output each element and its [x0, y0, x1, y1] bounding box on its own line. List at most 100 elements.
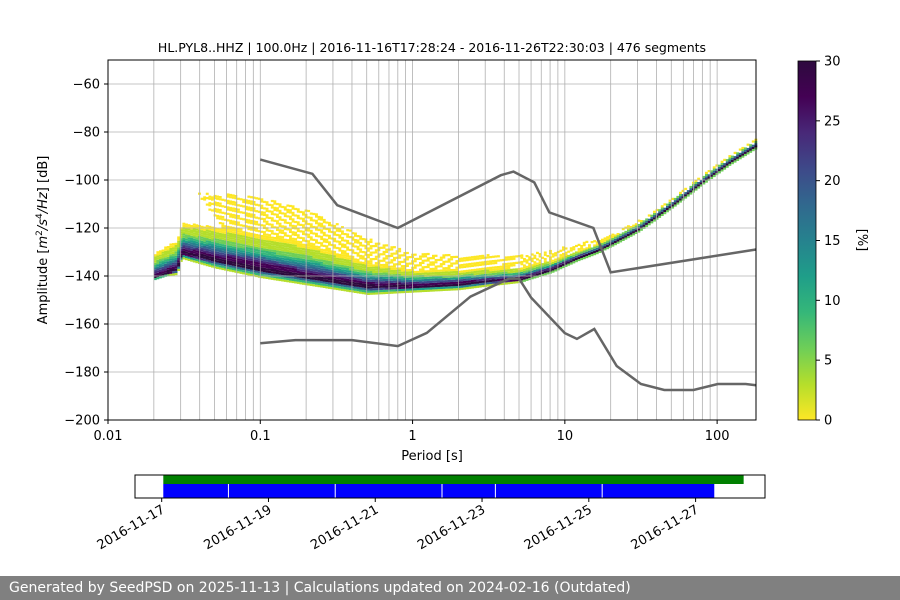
psd-cell	[205, 242, 209, 245]
psd-cell	[429, 283, 433, 286]
psd-cell	[317, 246, 321, 249]
psd-cell	[525, 267, 529, 271]
psd-cell	[559, 260, 563, 263]
psd-cell	[174, 266, 178, 269]
psd-cell	[190, 255, 194, 258]
psd-cell	[374, 279, 378, 282]
psd-cell	[270, 273, 274, 276]
psd-cell	[380, 253, 383, 256]
psd-cell	[242, 198, 246, 201]
psd-cell	[694, 184, 698, 187]
psd-cell	[273, 273, 277, 276]
psd-cell	[257, 243, 261, 246]
psd-cell	[510, 264, 513, 267]
psd-cell	[315, 245, 318, 248]
psd-cell	[270, 212, 274, 216]
psd-cell	[421, 270, 425, 273]
psd-cell	[229, 258, 233, 261]
psd-cell	[364, 268, 368, 271]
psd-cell	[190, 229, 194, 232]
psd-cell	[187, 241, 191, 244]
psd-cell	[439, 282, 443, 285]
psd-cell	[250, 228, 253, 231]
psd-cell	[369, 279, 373, 282]
psd-cell	[203, 228, 207, 231]
psd-cell	[486, 256, 490, 259]
psd-cell	[335, 281, 339, 284]
psd-cell	[335, 240, 339, 243]
psd-cell	[481, 261, 485, 264]
psd-cell	[341, 236, 344, 240]
psd-cell	[525, 261, 529, 264]
psd-cell	[390, 274, 394, 277]
psd-cell	[252, 213, 256, 217]
psd-cell	[380, 285, 383, 288]
psd-cell	[328, 271, 331, 274]
psd-cell	[348, 255, 352, 258]
psd-cell	[213, 255, 217, 258]
psd-cell	[372, 245, 376, 248]
psd-cell	[364, 283, 368, 286]
psd-cell	[283, 258, 287, 261]
psd-cell	[302, 243, 305, 246]
psd-cell	[213, 194, 217, 198]
psd-cell	[733, 151, 737, 154]
psd-cell	[296, 251, 300, 254]
psd-cell	[328, 269, 331, 272]
psd-cell	[361, 285, 365, 288]
psd-cell	[159, 250, 162, 253]
psd-cell	[234, 220, 238, 224]
psd-cell	[520, 276, 524, 279]
psd-cell	[660, 209, 664, 212]
psd-cell	[369, 288, 373, 291]
psd-cell	[634, 229, 638, 232]
psd-cell	[276, 278, 279, 281]
psd-cell	[268, 266, 272, 269]
psd-cell	[351, 277, 355, 280]
psd-cell	[330, 284, 334, 288]
psd-cell	[369, 277, 373, 280]
psd-cell	[382, 270, 386, 273]
psd-cell	[320, 272, 324, 275]
psd-cell	[424, 266, 428, 269]
psd-cell	[356, 282, 360, 285]
psd-cell	[486, 284, 490, 287]
psd-cell	[247, 240, 251, 244]
psd-cell	[250, 245, 253, 248]
psd-cell	[445, 275, 448, 278]
psd-cell	[380, 272, 383, 275]
psd-cell	[221, 252, 225, 255]
psd-cell	[367, 292, 370, 295]
psd-cell	[244, 231, 248, 234]
psd-cell	[203, 243, 207, 246]
psd-cell	[450, 288, 454, 291]
psd-cell	[546, 268, 550, 271]
psd-cell	[244, 268, 248, 271]
psd-cell	[530, 277, 534, 280]
psd-cell	[221, 237, 225, 240]
psd-cell	[668, 208, 672, 211]
psd-cell	[328, 247, 331, 250]
psd-cell	[309, 281, 313, 284]
psd-cell	[382, 246, 386, 249]
psd-cell	[302, 254, 305, 257]
psd-cell	[265, 220, 269, 223]
psd-cell	[328, 282, 331, 285]
psd-cell	[286, 221, 290, 224]
psd-cell	[239, 237, 243, 240]
psd-cell	[263, 237, 266, 240]
psd-cell	[169, 273, 173, 276]
psd-cell	[211, 235, 214, 238]
psd-cell	[335, 223, 339, 226]
psd-cell	[289, 224, 292, 227]
psd-cell	[317, 259, 321, 262]
psd-cell	[450, 264, 454, 267]
psd-cell	[200, 262, 204, 265]
psd-cell	[354, 232, 357, 235]
psd-cell	[283, 221, 287, 224]
psd-cell	[374, 249, 378, 252]
psd-cell	[307, 255, 311, 258]
psd-cell	[481, 282, 485, 286]
psd-cell	[619, 238, 623, 241]
psd-cell	[317, 285, 321, 288]
